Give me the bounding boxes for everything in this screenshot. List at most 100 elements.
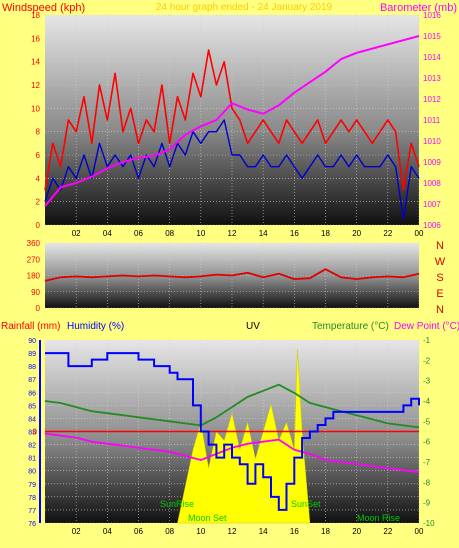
temp-label: Temperature (°C) [312,321,389,332]
barometer-y-tick: 1008 [423,179,441,188]
humidity-y-tick: 81 [28,456,36,463]
temperature-y-tick: -4 [423,397,431,406]
temperature-y-tick: -2 [423,356,431,365]
direction-y-tick: 0 [36,304,41,313]
wind-y-tick: 4 [36,174,41,183]
barometer-y-tick: 1014 [423,53,441,62]
dewpoint-label: Dew Point (°C) [394,321,459,332]
wind-y-tick: 16 [31,34,40,43]
lower-x-tick: 18 [321,527,330,536]
temperature-y-tick: -5 [423,417,431,426]
lower-x-tick: 06 [134,527,143,536]
lower-x-tick: 10 [196,527,205,536]
wind-right-label: Barometer (mb) [380,2,457,14]
lower-x-tick: 16 [290,527,299,536]
humidity-y-tick: 80 [28,469,36,476]
barometer-y-tick: 1011 [423,116,441,125]
sunset-annotation: SunSet [291,499,321,509]
humidity-y-tick: 85 [28,403,36,410]
humidity-y-tick: 77 [28,508,36,515]
humidity-y-tick: 83 [28,430,36,437]
wind-y-tick: 12 [31,81,40,90]
uv-label: UV [246,321,260,332]
moonset-annotation: Moon Set [188,513,227,523]
temperature-y-tick: -3 [423,377,431,386]
barometer-y-tick: 1013 [423,74,441,83]
direction-y-tick: 360 [27,239,41,248]
humidity-y-tick: 86 [28,390,36,397]
temperature-y-tick: -9 [423,499,431,508]
lower-x-tick: 22 [383,527,392,536]
wind-y-tick: 10 [31,104,40,113]
lower-x-tick: 20 [352,527,361,536]
barometer-y-tick: 1007 [423,200,441,209]
lower-x-tick: 12 [228,527,237,536]
temperature-line [44,383,420,429]
gust-line [44,119,420,220]
humidity-y-tick: 76 [28,521,36,528]
windspeed-line [44,49,420,191]
uv-area [177,349,311,524]
wind-y-tick: 14 [31,58,40,67]
compass-w: W [435,256,446,268]
moonrise-annotation: Moon Rise [357,513,400,523]
humidity-y-tick: 79 [28,482,36,489]
humidity-y-tick: 78 [28,495,36,502]
humidity-label: Humidity (%) [67,321,124,332]
direction-y-tick: 90 [31,288,40,297]
sunrise-annotation: SunRise [160,499,194,509]
wind-x-tick: 04 [103,229,112,238]
temperature-y-tick: -6 [423,438,431,447]
humidity-y-tick: 90 [28,338,36,345]
lower-x-tick: 02 [72,527,81,536]
humidity-y-tick: 87 [28,377,36,384]
wind-y-tick: 2 [36,198,41,207]
temperature-y-tick: -10 [423,519,435,528]
wind-x-tick: 12 [228,229,237,238]
barometer-y-tick: 1009 [423,158,441,167]
wind-x-tick: 20 [352,229,361,238]
lower-x-tick: 04 [103,527,112,536]
barometer-y-tick: 1010 [423,137,441,146]
barometer-y-tick: 1012 [423,95,441,104]
barometer-line [44,35,420,207]
direction-y-tick: 270 [27,255,41,264]
humidity-y-tick: 84 [28,416,36,423]
wind-x-tick: 06 [134,229,143,238]
lower-x-tick: 14 [259,527,268,536]
compass-n-bottom: N [436,304,444,316]
wind-y-tick: 8 [36,128,41,137]
wind-x-tick: 02 [72,229,81,238]
lower-x-tick: 08 [165,527,174,536]
compass-s: S [436,272,443,284]
rain-y-tick: 0 [33,428,38,437]
humidity-y-tick: 88 [28,364,36,371]
direction-y-tick: 180 [27,272,41,281]
wind-center-label: 24 hour graph ended - 24 January 2019 [156,2,333,13]
wind-x-tick: 16 [290,229,299,238]
wind-y-tick: 18 [31,11,40,20]
wind-x-tick: 14 [259,229,268,238]
compass-n-top: N [436,240,444,252]
temperature-y-tick: -8 [423,478,431,487]
rain-label: Rainfall (mm) [1,321,60,332]
wind-left-label: Windspeed (kph) [2,2,85,14]
lower-x-tick: 00 [415,527,424,536]
barometer-y-tick: 1015 [423,32,441,41]
compass-e: E [436,288,443,300]
barometer-y-tick: 1006 [423,221,441,230]
wind-x-tick: 00 [415,229,424,238]
wind-x-tick: 10 [196,229,205,238]
humidity-y-tick: 89 [28,351,36,358]
wind-x-tick: 08 [165,229,174,238]
temperature-y-tick: -1 [423,336,431,345]
direction-line [44,268,420,282]
humidity-line [45,352,420,511]
wind-y-tick: 6 [36,151,41,160]
wind-x-tick: 18 [321,229,330,238]
temperature-y-tick: -7 [423,458,431,467]
wind-y-tick: 0 [36,221,41,230]
barometer-y-tick: 1016 [423,11,441,20]
